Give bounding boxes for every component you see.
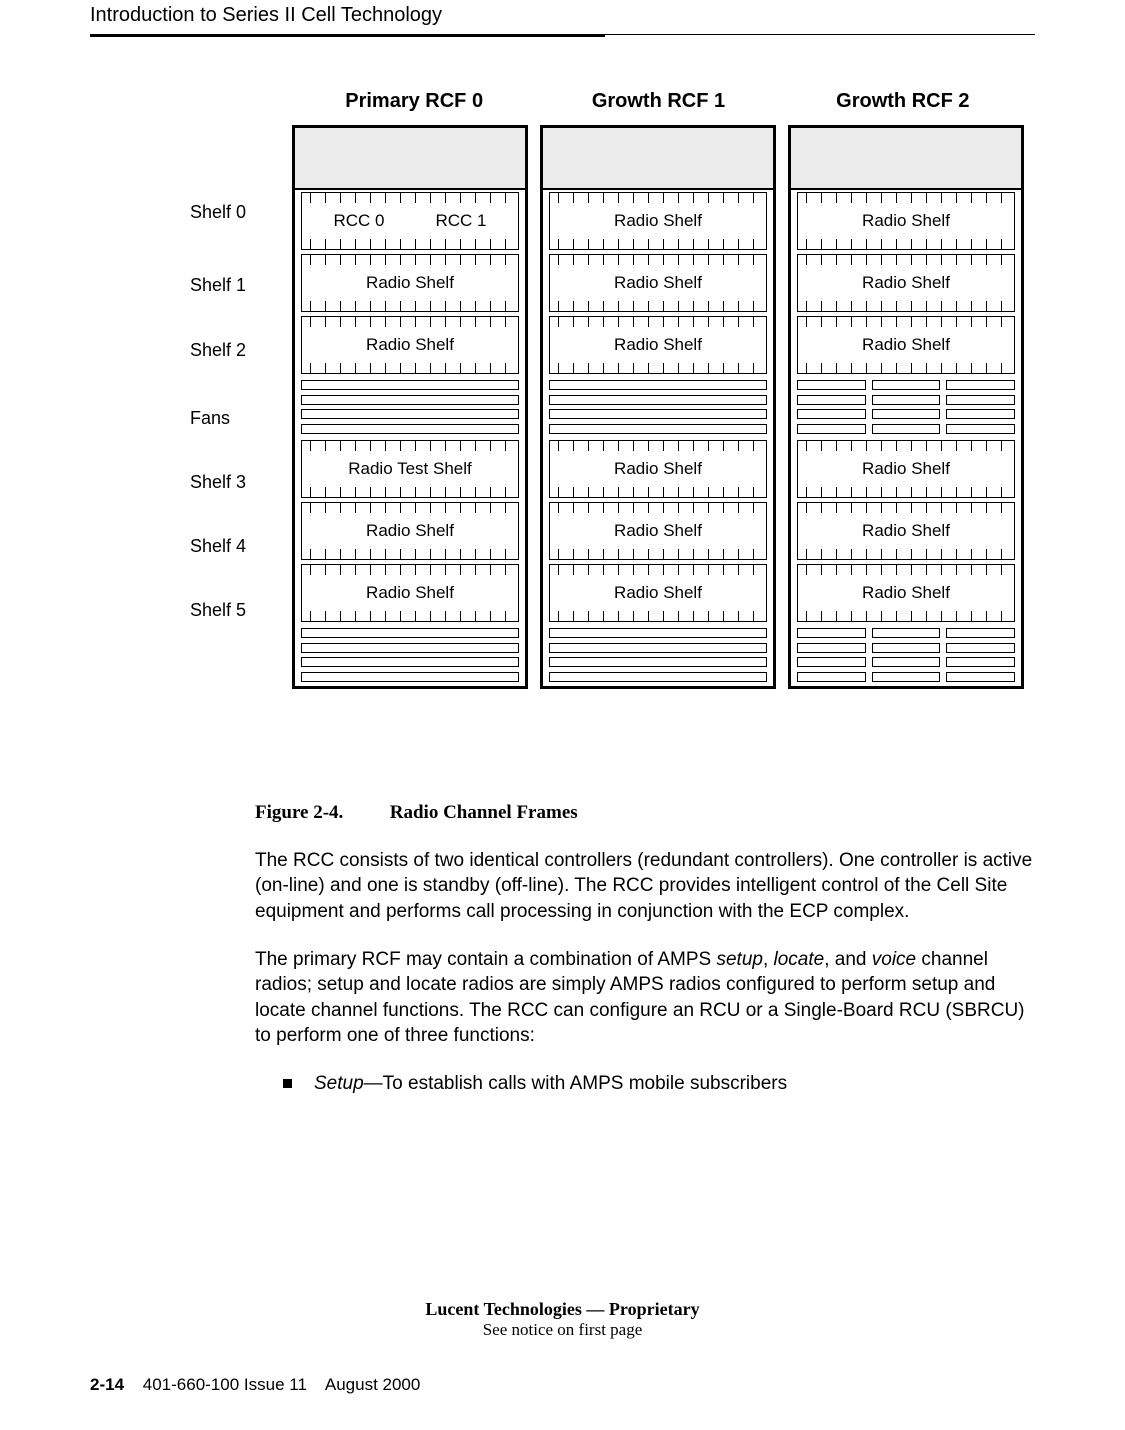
shelf: Radio Shelf — [549, 564, 767, 622]
shelf: Radio Shelf — [301, 254, 519, 312]
p2-locate-italic: locate — [774, 949, 825, 970]
shelf-label: RCC 0 RCC 1 — [302, 193, 518, 249]
shelf-label: Radio Shelf — [550, 441, 766, 497]
shelf: Radio Shelf — [797, 564, 1015, 622]
rcf-frame: RCC 0 RCC 1 Radio Shelf Radio Shelf Radio Te… — [292, 125, 528, 689]
shelf: Radio Shelf — [301, 502, 519, 560]
row-label: Fans — [190, 408, 280, 429]
shelf: Radio Test Shelf — [301, 440, 519, 498]
shelf: RCC 0 RCC 1 — [301, 192, 519, 250]
bullet-square-icon — [283, 1079, 292, 1088]
shelf: Radio Shelf — [549, 440, 767, 498]
row-label: Shelf 3 — [190, 472, 280, 493]
shelf: Radio Shelf — [797, 254, 1015, 312]
shelf-label-right: RCC 1 — [435, 211, 486, 231]
bullet-setup-italic: Setup — [314, 1073, 364, 1094]
fans-row — [301, 626, 519, 684]
shelf-label: Radio Shelf — [550, 193, 766, 249]
shelf-label: Radio Shelf — [550, 317, 766, 373]
shelf: Radio Shelf — [797, 502, 1015, 560]
shelf: Radio Shelf — [797, 440, 1015, 498]
footer-bottom: 2-14 401-660-100 Issue 11 August 2000 — [90, 1375, 420, 1395]
figure-number: Figure 2-4. — [255, 800, 385, 826]
fans-row — [797, 378, 1015, 436]
row-label: Shelf 2 — [190, 340, 280, 361]
column-header: Growth RCF 2 — [781, 90, 1025, 113]
column-header: Primary RCF 0 — [292, 90, 536, 113]
shelf-label: Radio Shelf — [302, 565, 518, 621]
row-label: Shelf 4 — [190, 536, 280, 557]
shelf: Radio Shelf — [301, 316, 519, 374]
shelf: Radio Shelf — [549, 502, 767, 560]
p2-text-c: , and — [824, 949, 872, 970]
bullet-setup-rest: —To establish calls with AMPS mobile sub… — [364, 1073, 787, 1094]
shelf-label: Radio Shelf — [798, 193, 1014, 249]
shelf-label: Radio Shelf — [798, 317, 1014, 373]
footer-notice: See notice on first page — [0, 1320, 1125, 1340]
rcf-frame: Radio Shelf Radio Shelf Radio Shelf Radio S… — [540, 125, 776, 689]
shelf-label-left: RCC 0 — [333, 211, 384, 231]
doc-date: August 2000 — [325, 1375, 420, 1394]
fans-row — [301, 378, 519, 436]
shelf-label: Radio Shelf — [302, 503, 518, 559]
p2-setup-italic: setup — [716, 949, 762, 970]
shelf-label: Radio Shelf — [798, 503, 1014, 559]
fans-row — [797, 626, 1015, 684]
shelf-label: Radio Shelf — [798, 565, 1014, 621]
doc-id: 401-660-100 Issue 11 — [143, 1375, 307, 1394]
frame-blank-panel — [295, 128, 525, 190]
p2-text-a: The primary RCF may contain a combinatio… — [255, 949, 716, 970]
shelf: Radio Shelf — [549, 316, 767, 374]
frame-blank-panel — [543, 128, 773, 190]
shelf-label: Radio Shelf — [798, 441, 1014, 497]
page-header-title: Introduction to Series II Cell Technolog… — [90, 4, 442, 27]
shelf-label: Radio Shelf — [302, 317, 518, 373]
shelf: Radio Shelf — [797, 192, 1015, 250]
shelf-label: Radio Shelf — [550, 255, 766, 311]
paragraph-1: The RCC consists of two identical contro… — [255, 848, 1035, 925]
footer-center: Lucent Technologies — Proprietary See no… — [0, 1299, 1125, 1340]
bullet-item-setup: Setup—To establish calls with AMPS mobil… — [255, 1071, 1035, 1097]
page-number: 2-14 — [90, 1375, 124, 1394]
figure-title: Radio Channel Frames — [390, 802, 578, 823]
fans-row — [549, 626, 767, 684]
fans-row — [549, 378, 767, 436]
frame-blank-panel — [791, 128, 1021, 190]
row-label: Shelf 0 — [190, 202, 280, 223]
header-rule-thick — [90, 34, 605, 37]
shelf-label: Radio Test Shelf — [302, 441, 518, 497]
p2-text-b: , — [763, 949, 774, 970]
shelf-label: Radio Shelf — [550, 565, 766, 621]
row-label: Shelf 1 — [190, 275, 280, 296]
shelf-label: Radio Shelf — [550, 503, 766, 559]
header-rule-thin — [605, 34, 1035, 35]
p2-voice-italic: voice — [872, 949, 916, 970]
shelf-label: Radio Shelf — [302, 255, 518, 311]
footer-proprietary: Lucent Technologies — Proprietary — [0, 1299, 1125, 1320]
row-label: Shelf 5 — [190, 600, 280, 621]
shelf: Radio Shelf — [797, 316, 1015, 374]
shelf: Radio Shelf — [549, 254, 767, 312]
shelf: Radio Shelf — [549, 192, 767, 250]
paragraph-2: The primary RCF may contain a combinatio… — [255, 947, 1035, 1050]
column-header: Growth RCF 1 — [536, 90, 780, 113]
shelf: Radio Shelf — [301, 564, 519, 622]
shelf-label: Radio Shelf — [798, 255, 1014, 311]
rcf-frame: Radio Shelf Radio Shelf Radio Shelf Radio S… — [788, 125, 1024, 689]
figure-caption: Figure 2-4. Radio Channel Frames — [255, 800, 1035, 826]
